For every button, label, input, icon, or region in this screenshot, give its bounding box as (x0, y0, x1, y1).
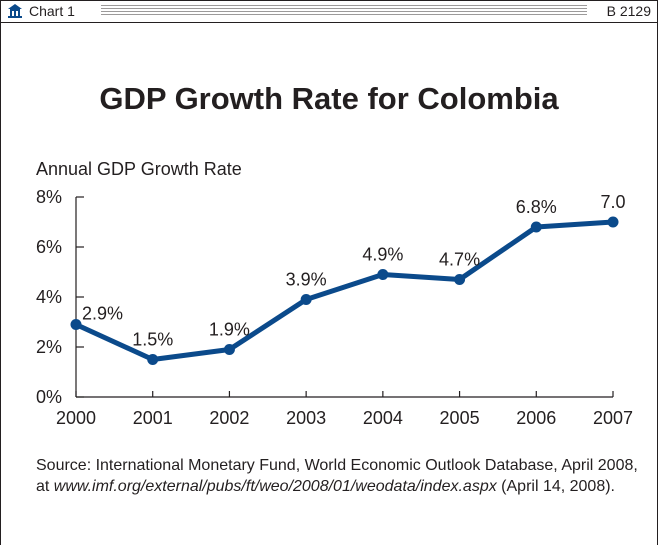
data-label: 6.8% (516, 197, 557, 217)
x-tick-label: 2002 (209, 408, 249, 428)
source-label: Source: (36, 457, 92, 474)
x-tick-label: 2001 (133, 408, 173, 428)
data-point (530, 221, 542, 233)
bell-icon (8, 4, 22, 18)
source-date: (April 14, 2008). (496, 478, 615, 495)
data-label: 3.9% (286, 270, 327, 290)
data-point (300, 294, 312, 305)
data-label: 4.9% (362, 245, 403, 265)
source-url[interactable]: www.imf.org/external/pubs/ft/weo/2008/01… (53, 478, 497, 495)
source-text: International Monetary Fund, World Econo… (36, 457, 638, 495)
header-bar: Chart 1 B 2129 (1, 1, 657, 21)
data-point (454, 274, 466, 285)
x-tick-label: 2006 (516, 408, 556, 428)
data-label: 1.5% (132, 330, 173, 350)
y-tick-label: 4% (36, 287, 62, 307)
source-note: Source: International Monetary Fund, Wor… (36, 455, 646, 497)
data-point (377, 269, 389, 280)
y-tick-label: 0% (36, 387, 62, 407)
y-tick-label: 6% (36, 237, 62, 257)
data-point (147, 354, 159, 365)
data-label: 7.0 (600, 192, 625, 212)
chart-label: Chart 1 (29, 3, 79, 19)
chart-title: GDP Growth Rate for Colombia (99, 81, 559, 116)
x-tick-label: 2004 (363, 408, 403, 428)
data-point (223, 344, 235, 355)
y-tick-label: 2% (36, 337, 62, 357)
series-line (73, 219, 616, 362)
header-rules (101, 5, 587, 16)
y-tick-label: 8% (36, 187, 62, 207)
data-label: 1.9% (209, 320, 250, 340)
y-axis-label: Annual GDP Growth Rate (36, 159, 242, 179)
x-tick-label: 2000 (56, 408, 96, 428)
data-label: 2.9% (82, 304, 123, 324)
x-tick-label: 2005 (440, 408, 480, 428)
report-number: B 2129 (600, 3, 651, 19)
data-point (70, 319, 82, 330)
x-tick-label: 2003 (286, 408, 326, 428)
x-tick-label: 2007 (593, 408, 633, 428)
data-point (607, 216, 619, 228)
header-divider (0, 22, 658, 23)
data-label: 4.7% (439, 250, 480, 270)
